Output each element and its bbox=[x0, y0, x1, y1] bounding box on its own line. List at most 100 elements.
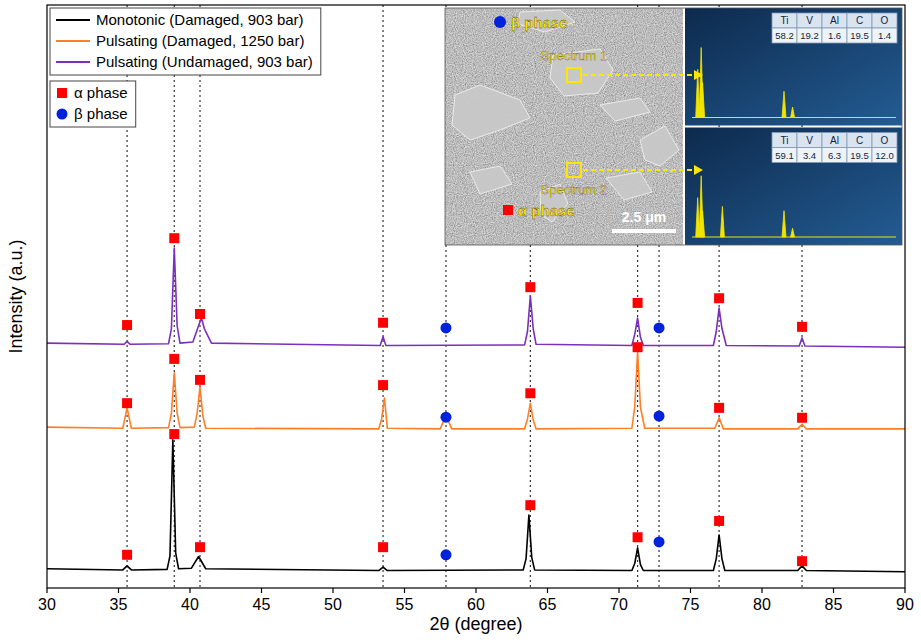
y-axis-title: Intensity (a.u.) bbox=[6, 239, 26, 353]
spectrum-peak bbox=[782, 211, 786, 237]
sem-grain bbox=[452, 85, 530, 140]
chart: 303540455055606570758085902θ (degree)Int… bbox=[0, 0, 921, 642]
spectrum-peak bbox=[782, 91, 786, 117]
table-head: O bbox=[881, 135, 889, 146]
table-value: 19.5 bbox=[850, 30, 869, 41]
legend-label: α phase bbox=[74, 84, 128, 101]
x-tick-label: 45 bbox=[253, 596, 271, 613]
reference-line bbox=[199, 5, 200, 588]
series-line bbox=[47, 248, 905, 347]
x-tick bbox=[761, 588, 762, 593]
marker-circle bbox=[654, 411, 665, 422]
table-head-cell bbox=[822, 13, 847, 28]
spectrum-label: Spectrum 2 bbox=[541, 182, 607, 197]
table-head: V bbox=[806, 15, 813, 26]
spectrum-peak bbox=[720, 206, 724, 237]
marker-square bbox=[169, 354, 179, 364]
arrow-head bbox=[694, 165, 703, 175]
scale-bar bbox=[612, 229, 676, 233]
table-value: 19.5 bbox=[850, 150, 869, 161]
x-tick bbox=[332, 588, 333, 593]
table-cell bbox=[822, 28, 847, 43]
table-head-cell bbox=[772, 13, 797, 28]
legend-frame bbox=[50, 81, 136, 127]
table-head-cell bbox=[797, 13, 822, 28]
inset: β phaseα phase2.5 μmSpectrum 1Ti58.2V19.… bbox=[445, 8, 902, 245]
table-head-cell bbox=[847, 133, 872, 148]
table-head-cell bbox=[797, 133, 822, 148]
x-tick bbox=[118, 588, 119, 593]
legend-swatch bbox=[56, 19, 90, 21]
plot-frame bbox=[47, 5, 905, 588]
marker-circle bbox=[654, 322, 665, 333]
table-value: 3.4 bbox=[803, 150, 816, 161]
marker-circle bbox=[440, 322, 451, 333]
alpha-label: α phase bbox=[518, 202, 575, 219]
table-cell bbox=[797, 28, 822, 43]
x-tick-label: 80 bbox=[753, 596, 771, 613]
marker-square bbox=[378, 380, 388, 390]
arrow-line bbox=[583, 169, 696, 171]
x-tick bbox=[46, 588, 47, 593]
x-tick bbox=[833, 588, 834, 593]
table-value: 19.2 bbox=[800, 30, 819, 41]
table-cell bbox=[822, 148, 847, 163]
x-tick bbox=[261, 588, 262, 593]
x-tick-label: 60 bbox=[467, 596, 485, 613]
table-head-cell bbox=[772, 133, 797, 148]
legend: Monotonic (Damaged, 903 bar)Pulsating (D… bbox=[50, 8, 321, 75]
spectrum-box bbox=[567, 163, 581, 177]
legend: α phase β phase bbox=[50, 81, 136, 127]
legend-swatch bbox=[57, 109, 68, 120]
sem-image bbox=[445, 8, 683, 245]
marker-square bbox=[633, 342, 643, 352]
reference-line bbox=[382, 5, 383, 588]
marker-square bbox=[378, 318, 388, 328]
x-tick-label: 30 bbox=[38, 596, 56, 613]
marker-circle bbox=[440, 412, 451, 423]
marker-square bbox=[195, 375, 205, 385]
table-head-cell bbox=[872, 133, 897, 148]
x-tick bbox=[904, 588, 905, 593]
marker-square bbox=[195, 542, 205, 552]
spectrum-peak bbox=[701, 83, 705, 118]
legend-swatch bbox=[57, 88, 67, 98]
table-cell bbox=[847, 28, 872, 43]
marker-square bbox=[797, 322, 807, 332]
marker-square bbox=[797, 413, 807, 423]
table-head: C bbox=[856, 135, 863, 146]
table-head: Ti bbox=[781, 15, 789, 26]
marker-square bbox=[169, 429, 179, 439]
table-head-cell bbox=[822, 133, 847, 148]
table-cell bbox=[847, 148, 872, 163]
marker-square bbox=[169, 233, 179, 243]
background bbox=[0, 0, 921, 642]
x-tick-label: 55 bbox=[396, 596, 414, 613]
eds-panel bbox=[685, 128, 902, 246]
x-tick-label: 70 bbox=[610, 596, 628, 613]
marker-square bbox=[714, 516, 724, 526]
series-group bbox=[47, 233, 905, 571]
table-head: Al bbox=[830, 135, 839, 146]
sem-grain bbox=[600, 98, 650, 121]
table-cell bbox=[872, 28, 897, 43]
table-cell bbox=[772, 28, 797, 43]
marker-square bbox=[714, 293, 724, 303]
beta-label: β phase bbox=[511, 14, 568, 31]
eds-panel bbox=[685, 8, 902, 126]
legend-label: Monotonic (Damaged, 903 bar) bbox=[96, 11, 304, 28]
table-value: 6.3 bbox=[828, 150, 841, 161]
spectrum-label: Spectrum 1 bbox=[541, 48, 607, 63]
table-head-cell bbox=[847, 13, 872, 28]
table-head-cell bbox=[872, 13, 897, 28]
spectrum-peak bbox=[701, 211, 705, 237]
spectrum-box bbox=[567, 68, 581, 82]
series-line bbox=[47, 352, 905, 429]
table-head: Ti bbox=[781, 135, 789, 146]
arrow-line bbox=[583, 74, 696, 76]
legend-label: β phase bbox=[74, 105, 128, 122]
x-tick bbox=[404, 588, 405, 593]
marker-square bbox=[525, 500, 535, 510]
marker-square bbox=[633, 532, 643, 542]
table-cell bbox=[872, 148, 897, 163]
